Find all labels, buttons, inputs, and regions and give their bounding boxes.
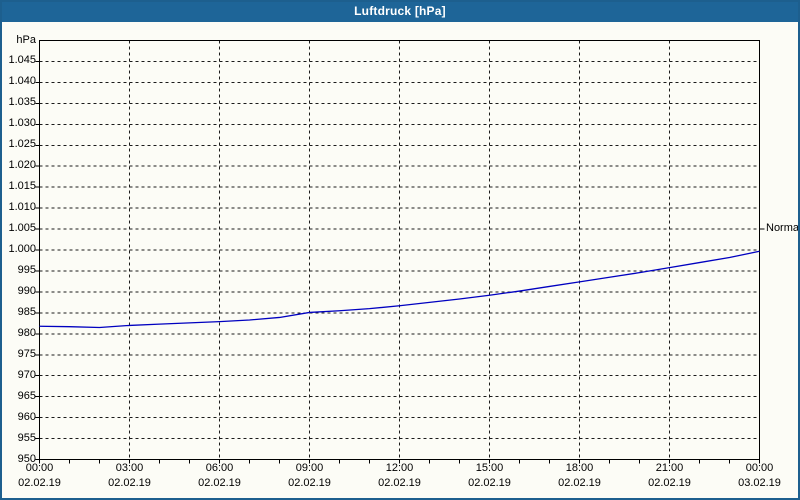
pressure-line bbox=[39, 250, 760, 329]
y-axis-tick-label: 1.035 bbox=[8, 96, 36, 109]
y-axis-tick-label: 1.040 bbox=[8, 75, 36, 88]
normal-marker-label: Normal bbox=[766, 222, 800, 235]
y-axis-tick-label: 1.020 bbox=[8, 159, 36, 172]
x-axis-time-label: 15:00 bbox=[475, 462, 504, 474]
x-axis-date-label: 02.02.19 bbox=[198, 477, 241, 489]
window-titlebar: Luftdruck [hPa] bbox=[0, 0, 800, 22]
chart-title: Luftdruck [hPa] bbox=[354, 4, 446, 18]
y-axis-tick-label: 960 bbox=[17, 410, 36, 423]
y-axis-unit-label: hPa bbox=[16, 33, 36, 46]
x-axis-time-label: 18:00 bbox=[565, 462, 594, 474]
y-axis-tick-label: 980 bbox=[17, 326, 36, 339]
x-axis-date-label: 02.02.19 bbox=[18, 477, 61, 489]
y-axis-tick-label: 970 bbox=[17, 368, 36, 381]
y-axis-tick-label: 990 bbox=[17, 284, 36, 297]
y-axis-tick-label: 1.045 bbox=[8, 54, 36, 67]
y-axis-tick-label: 985 bbox=[17, 305, 36, 318]
y-axis-tick-label: 965 bbox=[17, 389, 36, 402]
y-axis-tick-label: 1.030 bbox=[8, 117, 36, 130]
y-axis-tick-label: 1.010 bbox=[8, 201, 36, 214]
x-axis-date-label: 02.02.19 bbox=[108, 477, 151, 489]
x-axis-time-label: 09:00 bbox=[295, 462, 324, 474]
y-axis-tick-label: 975 bbox=[17, 347, 36, 360]
x-axis-time-label: 21:00 bbox=[655, 462, 684, 474]
x-axis-time-label: 00:00 bbox=[745, 462, 774, 474]
x-axis-date-label: 02.02.19 bbox=[378, 477, 421, 489]
y-axis-tick-label: 1.015 bbox=[8, 180, 36, 193]
x-axis-date-label: 03.02.19 bbox=[738, 477, 781, 489]
x-axis-time-label: 06:00 bbox=[205, 462, 234, 474]
x-axis-time-label: 03:00 bbox=[115, 462, 144, 474]
y-axis-tick-label: 995 bbox=[17, 263, 36, 276]
x-axis-date-label: 02.02.19 bbox=[558, 477, 601, 489]
y-axis-tick-label: 950 bbox=[17, 452, 36, 465]
y-axis-tick-label: 1.025 bbox=[8, 138, 36, 151]
x-axis-time-label: 00:00 bbox=[25, 462, 54, 474]
x-axis-time-label: 12:00 bbox=[385, 462, 414, 474]
x-axis-date-label: 02.02.19 bbox=[288, 477, 331, 489]
x-axis-date-label: 02.02.19 bbox=[468, 477, 511, 489]
plot-frame bbox=[39, 40, 760, 460]
x-axis-date-label: 02.02.19 bbox=[648, 477, 691, 489]
y-axis-tick-label: 1.005 bbox=[8, 222, 36, 235]
y-axis-tick-label: 1.000 bbox=[8, 243, 36, 255]
y-axis-tick-label: 955 bbox=[17, 431, 36, 444]
